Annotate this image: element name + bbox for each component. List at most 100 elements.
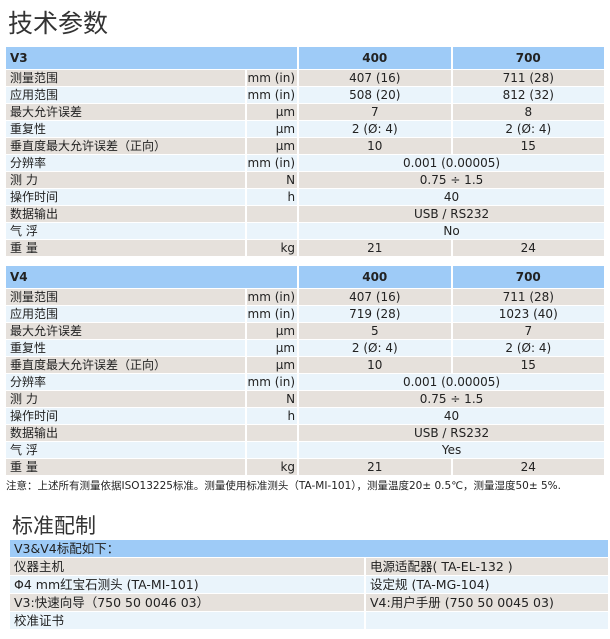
config-title: 标准配制 (12, 514, 96, 538)
header-model: V3 (6, 47, 298, 69)
row-label: 最大允许误差 (6, 322, 246, 339)
value-700: 24 (452, 458, 605, 475)
value-400: 508 (20) (299, 86, 451, 103)
row-label: 操作时间 (6, 188, 246, 205)
row-label: 数据输出 (6, 424, 246, 441)
table-row: 数据输出 USB / RS232 (6, 205, 606, 222)
row-label: 应用范围 (6, 305, 246, 322)
value-700: 15 (452, 356, 605, 373)
value-700: 1023 (40) (452, 305, 605, 322)
value-700: 15 (452, 137, 605, 154)
value-shared: 0.75 ÷ 1.5 (299, 390, 605, 407)
standard-config-table: V3&V4标配如下： 仪器主机 电源适配器( TA-EL-132 ) Φ4 mm红宝… (10, 540, 608, 630)
table-row: 操作时间 h 40 (6, 407, 606, 424)
row-unit (247, 205, 298, 222)
row-label: 测量范围 (6, 69, 246, 86)
value-700: 2 (Ø: 4) (452, 339, 605, 356)
row-label: 分辨率 (6, 373, 246, 390)
value-400: 10 (299, 137, 451, 154)
row-unit: µm (247, 339, 298, 356)
config-row: V3:快速向导（750 50 0046 03） V4:用户手册 (750 50 0… (10, 594, 608, 611)
config-row: Φ4 mm红宝石测头 (TA-MI-101) 设定规 (TA-MG-104) (10, 576, 608, 593)
value-400: 5 (299, 322, 451, 339)
table-row: 气 浮 Yes (6, 441, 606, 458)
value-700: 8 (452, 103, 605, 120)
value-400: 21 (299, 239, 451, 256)
table-header: V3 400 700 (6, 47, 606, 69)
value-700: 7 (452, 322, 605, 339)
config-item: V4:用户手册 (750 50 0045 03) (366, 594, 608, 611)
header-size-700: 700 (452, 47, 604, 69)
row-label: 气 浮 (6, 441, 246, 458)
config-item: Φ4 mm红宝石测头 (TA-MI-101) (10, 576, 364, 593)
value-shared: USB / RS232 (299, 205, 605, 222)
value-shared: 0.001 (0.00005) (299, 154, 605, 171)
table-row: 测 力 N 0.75 ÷ 1.5 (6, 390, 606, 407)
table-row: 测 力 N 0.75 ÷ 1.5 (6, 171, 606, 188)
row-unit: µm (247, 103, 298, 120)
table-header: V4 400 700 (6, 266, 606, 288)
footnote: 注意：上述所有测量依据ISO13225标准。测量使用标准测头（TA-MI-101… (6, 480, 561, 492)
table-row: 测量范围 mm (in) 407 (16) 711 (28) (6, 69, 606, 86)
config-item: 电源适配器( TA-EL-132 ) (366, 558, 608, 575)
config-item: 仪器主机 (10, 558, 364, 575)
value-shared: Yes (299, 441, 605, 458)
table-row: 分辨率 mm (in) 0.001 (0.00005) (6, 373, 606, 390)
row-unit: mm (in) (247, 373, 298, 390)
row-label: 操作时间 (6, 407, 246, 424)
table-row: 重复性 µm 2 (Ø: 4) 2 (Ø: 4) (6, 120, 606, 137)
row-unit: mm (in) (247, 86, 298, 103)
header-size-400: 400 (299, 266, 451, 288)
table-row: 操作时间 h 40 (6, 188, 606, 205)
value-shared: 40 (299, 407, 605, 424)
value-700: 711 (28) (452, 69, 605, 86)
row-label: 重复性 (6, 339, 246, 356)
table-row: 测量范围 mm (in) 407 (16) 711 (28) (6, 288, 606, 305)
value-700: 812 (32) (452, 86, 605, 103)
row-unit: mm (in) (247, 69, 298, 86)
row-unit: mm (in) (247, 288, 298, 305)
row-unit: µm (247, 356, 298, 373)
value-400: 2 (Ø: 4) (299, 120, 451, 137)
row-label: 重复性 (6, 120, 246, 137)
value-400: 21 (299, 458, 451, 475)
config-row: 仪器主机 电源适配器( TA-EL-132 ) (10, 558, 608, 575)
value-700: 24 (452, 239, 605, 256)
v4-spec-table: V4 400 700 测量范围 mm (in) 407 (16) 711 (28) 应用范围 m… (6, 266, 606, 476)
table-row: 垂直度最大允许误差（正向） µm 10 15 (6, 137, 606, 154)
value-400: 10 (299, 356, 451, 373)
table-row: 应用范围 mm (in) 508 (20) 812 (32) (6, 86, 606, 103)
value-shared: 0.001 (0.00005) (299, 373, 605, 390)
row-label: 分辨率 (6, 154, 246, 171)
row-unit: kg (247, 458, 298, 475)
row-unit: h (247, 188, 298, 205)
row-label: 测 力 (6, 390, 246, 407)
row-label: 测 力 (6, 171, 246, 188)
table-row: 垂直度最大允许误差（正向） µm 10 15 (6, 356, 606, 373)
value-400: 719 (28) (299, 305, 451, 322)
value-shared: No (299, 222, 605, 239)
table-row: 分辨率 mm (in) 0.001 (0.00005) (6, 154, 606, 171)
value-700: 711 (28) (452, 288, 605, 305)
value-400: 2 (Ø: 4) (299, 339, 451, 356)
row-unit: mm (in) (247, 305, 298, 322)
header-size-700: 700 (452, 266, 604, 288)
v3-spec-table: V3 400 700 测量范围 mm (in) 407 (16) 711 (28) 应用范围 m… (6, 47, 606, 257)
row-label: 垂直度最大允许误差（正向） (6, 356, 246, 373)
row-label: 应用范围 (6, 86, 246, 103)
table-row: 重复性 µm 2 (Ø: 4) 2 (Ø: 4) (6, 339, 606, 356)
value-700: 2 (Ø: 4) (452, 120, 605, 137)
row-unit (247, 222, 298, 239)
row-unit: N (247, 171, 298, 188)
value-400: 7 (299, 103, 451, 120)
row-unit: mm (in) (247, 154, 298, 171)
config-item: 校准证书 (10, 612, 364, 629)
value-shared: USB / RS232 (299, 424, 605, 441)
row-label: 最大允许误差 (6, 103, 246, 120)
table-row: 数据输出 USB / RS232 (6, 424, 606, 441)
table-row: 应用范围 mm (in) 719 (28) 1023 (40) (6, 305, 606, 322)
row-unit: N (247, 390, 298, 407)
table-row: 气 浮 No (6, 222, 606, 239)
row-label: 重 量 (6, 458, 246, 475)
row-unit: h (247, 407, 298, 424)
